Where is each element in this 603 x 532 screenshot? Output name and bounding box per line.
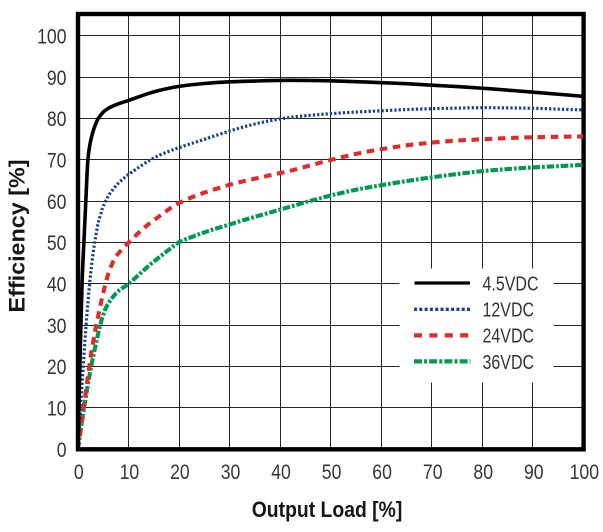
svg-text:80: 80 <box>473 461 493 485</box>
svg-text:70: 70 <box>423 461 443 485</box>
svg-text:20: 20 <box>47 356 67 380</box>
svg-text:40: 40 <box>271 461 291 485</box>
svg-text:30: 30 <box>221 461 241 485</box>
svg-text:10: 10 <box>47 397 67 421</box>
svg-text:24VDC: 24VDC <box>483 325 535 347</box>
svg-text:30: 30 <box>47 314 67 338</box>
svg-text:90: 90 <box>47 66 67 90</box>
svg-text:4.5VDC: 4.5VDC <box>483 273 539 295</box>
svg-text:50: 50 <box>47 232 67 256</box>
svg-text:Efficiency [%]: Efficiency [%] <box>4 159 29 312</box>
svg-text:Output Load [%]: Output Load [%] <box>252 498 403 522</box>
svg-text:12VDC: 12VDC <box>483 299 535 321</box>
svg-text:70: 70 <box>47 149 67 173</box>
svg-text:100: 100 <box>570 461 599 485</box>
svg-text:0: 0 <box>57 438 67 462</box>
svg-text:36VDC: 36VDC <box>483 351 535 373</box>
svg-text:40: 40 <box>47 273 67 297</box>
svg-text:80: 80 <box>47 108 67 132</box>
svg-text:50: 50 <box>322 461 342 485</box>
svg-text:10: 10 <box>120 461 140 485</box>
svg-text:90: 90 <box>524 461 544 485</box>
svg-text:0: 0 <box>74 461 84 485</box>
svg-text:100: 100 <box>37 25 66 49</box>
svg-text:60: 60 <box>47 190 67 214</box>
svg-text:60: 60 <box>372 461 392 485</box>
svg-text:20: 20 <box>170 461 190 485</box>
